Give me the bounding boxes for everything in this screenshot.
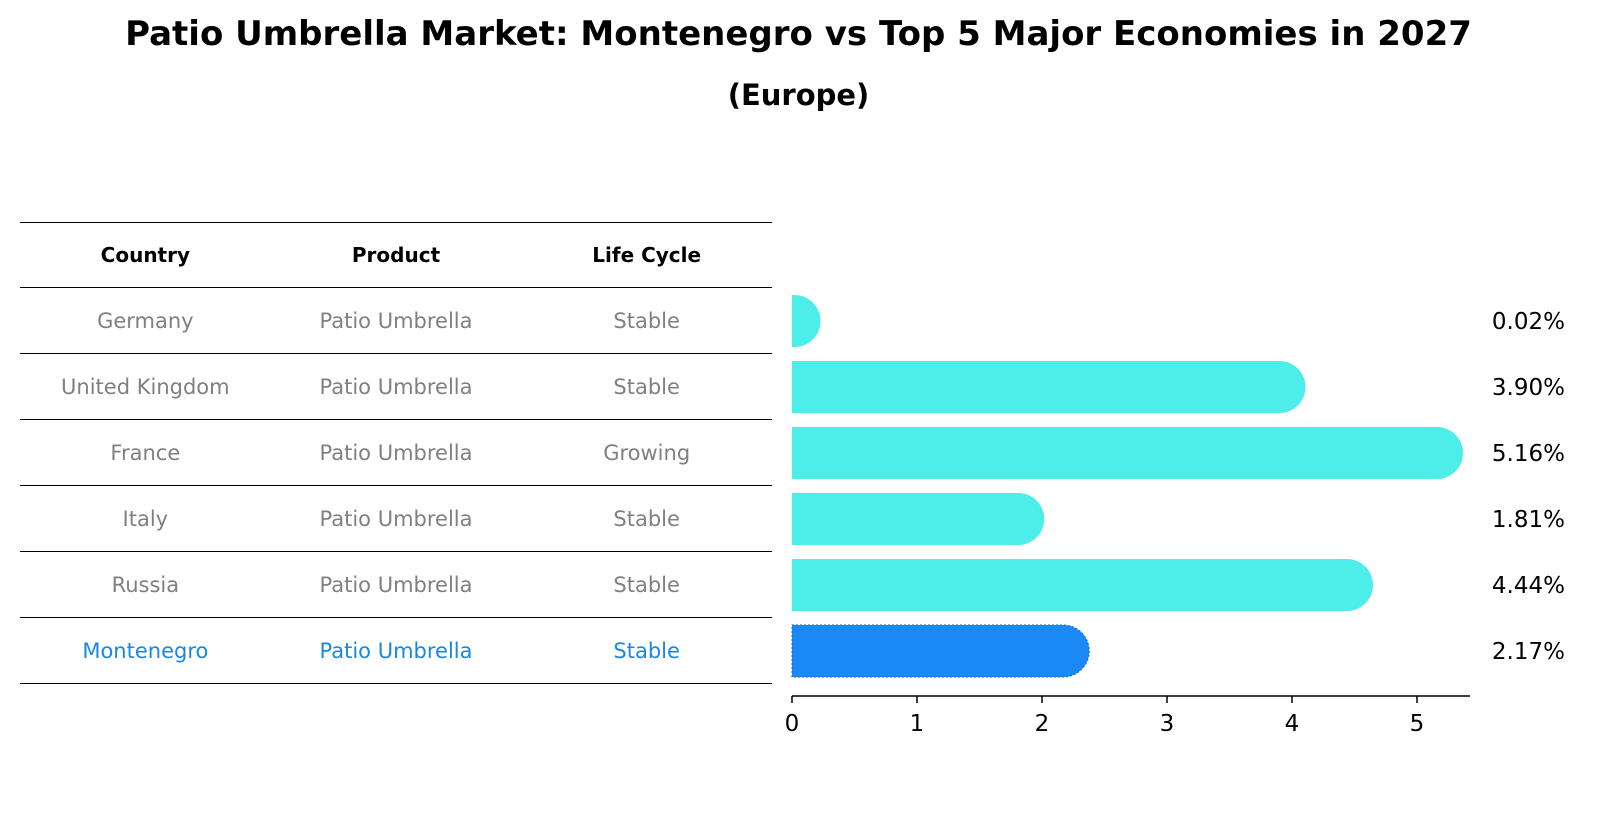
x-tick-label: 0	[785, 711, 800, 737]
x-tick-label: 2	[1035, 711, 1050, 737]
header-country: Country	[100, 243, 191, 267]
table-row: Russia Patio Umbrella Stable	[20, 552, 772, 618]
country-cell: United Kingdom	[61, 374, 230, 399]
life-cycle-cell: Stable	[613, 506, 680, 531]
life-cycle-cell: Growing	[603, 440, 691, 465]
bar-germany	[792, 295, 821, 347]
product-cell: Patio Umbrella	[319, 638, 473, 663]
value-label: 3.90%	[1492, 375, 1565, 401]
table-row: United Kingdom Patio Umbrella Stable	[20, 354, 772, 420]
life-cycle-cell: Stable	[613, 374, 680, 399]
bar-russia	[792, 559, 1373, 611]
x-tick-label: 1	[910, 711, 925, 737]
value-label: 2.17%	[1492, 639, 1565, 665]
x-tick-label: 3	[1160, 711, 1175, 737]
country-cell: Italy	[122, 506, 169, 531]
life-cycle-cell: Stable	[613, 308, 680, 333]
table-row: Italy Patio Umbrella Stable	[20, 486, 772, 552]
header-life-cycle: Life Cycle	[592, 243, 702, 267]
bar-united-kingdom	[792, 361, 1306, 413]
product-cell: Patio Umbrella	[319, 374, 473, 399]
chart-title: Patio Umbrella Market: Montenegro vs Top…	[125, 14, 1472, 54]
table-row: France Patio Umbrella Growing	[20, 420, 772, 486]
country-cell: Germany	[97, 308, 194, 333]
data-table: Country Product Life Cycle Germany Patio…	[20, 222, 772, 684]
value-label: 5.16%	[1492, 441, 1565, 467]
table-row-highlighted: Montenegro Patio Umbrella Stable	[20, 618, 772, 684]
value-label: 4.44%	[1492, 573, 1565, 599]
country-cell: France	[110, 440, 181, 465]
value-label: 1.81%	[1492, 507, 1565, 533]
life-cycle-cell: Stable	[613, 572, 680, 597]
product-cell: Patio Umbrella	[319, 572, 473, 597]
bar-italy	[792, 493, 1045, 545]
value-label: 0.02%	[1492, 309, 1565, 335]
table-header-row: Country Product Life Cycle	[20, 222, 772, 288]
life-cycle-cell: Stable	[613, 638, 680, 663]
table-row: Germany Patio Umbrella Stable	[20, 288, 772, 354]
x-tick-label: 5	[1410, 711, 1425, 737]
bar-montenegro	[791, 624, 1090, 678]
product-cell: Patio Umbrella	[319, 440, 473, 465]
country-cell: Russia	[111, 572, 180, 597]
x-tick-label: 4	[1285, 711, 1300, 737]
country-cell: Montenegro	[82, 638, 209, 663]
product-cell: Patio Umbrella	[319, 308, 473, 333]
product-cell: Patio Umbrella	[319, 506, 473, 531]
chart-subtitle: (Europe)	[727, 78, 870, 112]
header-product: Product	[351, 243, 441, 267]
bar-france	[792, 427, 1463, 479]
